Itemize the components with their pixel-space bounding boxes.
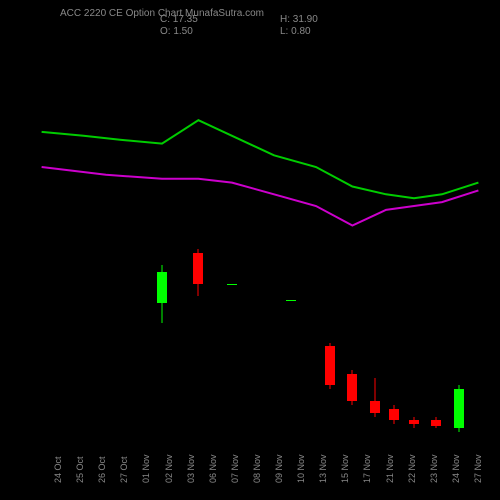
candle-dash	[286, 300, 296, 301]
x-axis-label: 25 Oct	[75, 456, 82, 483]
close-value: C: 17.35	[160, 14, 198, 25]
candle	[389, 405, 399, 425]
x-axis-label: 22 Nov	[407, 454, 414, 483]
candle-dash	[227, 284, 237, 285]
candle	[347, 370, 357, 405]
candle	[409, 417, 419, 429]
x-axis-label: 24 Nov	[451, 454, 458, 483]
x-axis-label: 23 Nov	[429, 454, 436, 483]
x-axis-label: 06 Nov	[208, 454, 215, 483]
candle	[325, 343, 335, 390]
x-axis-label: 02 Nov	[164, 454, 171, 483]
open-value: O: 1.50	[160, 26, 193, 37]
candle	[454, 385, 464, 432]
candle	[431, 417, 441, 429]
candle	[370, 378, 380, 417]
x-axis-label: 10 Nov	[296, 454, 303, 483]
x-axis-label: 26 Oct	[97, 456, 104, 483]
x-axis-label: 13 Nov	[318, 454, 325, 483]
x-axis-label: 17 Nov	[362, 454, 369, 483]
candle	[157, 265, 167, 324]
x-axis-label: 08 Nov	[252, 454, 259, 483]
x-axis-label: 21 Nov	[385, 454, 392, 483]
x-axis-label: 03 Nov	[186, 454, 193, 483]
chart-area	[50, 50, 470, 440]
x-axis-label: 01 Nov	[141, 454, 148, 483]
x-axis-label: 27 Oct	[119, 456, 126, 483]
x-axis-label: 09 Nov	[274, 454, 281, 483]
x-axis-label: 27 Nov	[473, 454, 480, 483]
x-axis-label: 07 Nov	[230, 454, 237, 483]
low-value: L: 0.80	[280, 26, 311, 37]
candle	[193, 249, 203, 296]
high-value: H: 31.90	[280, 14, 318, 25]
x-axis-label: 15 Nov	[340, 454, 347, 483]
chart-container: ACC 2220 CE Option Chart MunafaSutra.com…	[0, 0, 500, 500]
x-axis-label: 24 Oct	[53, 456, 60, 483]
x-axis: 24 Oct 25 Oct 26 Oct 27 Oct 01 Nov 02 Nov 03 N…	[50, 445, 470, 485]
